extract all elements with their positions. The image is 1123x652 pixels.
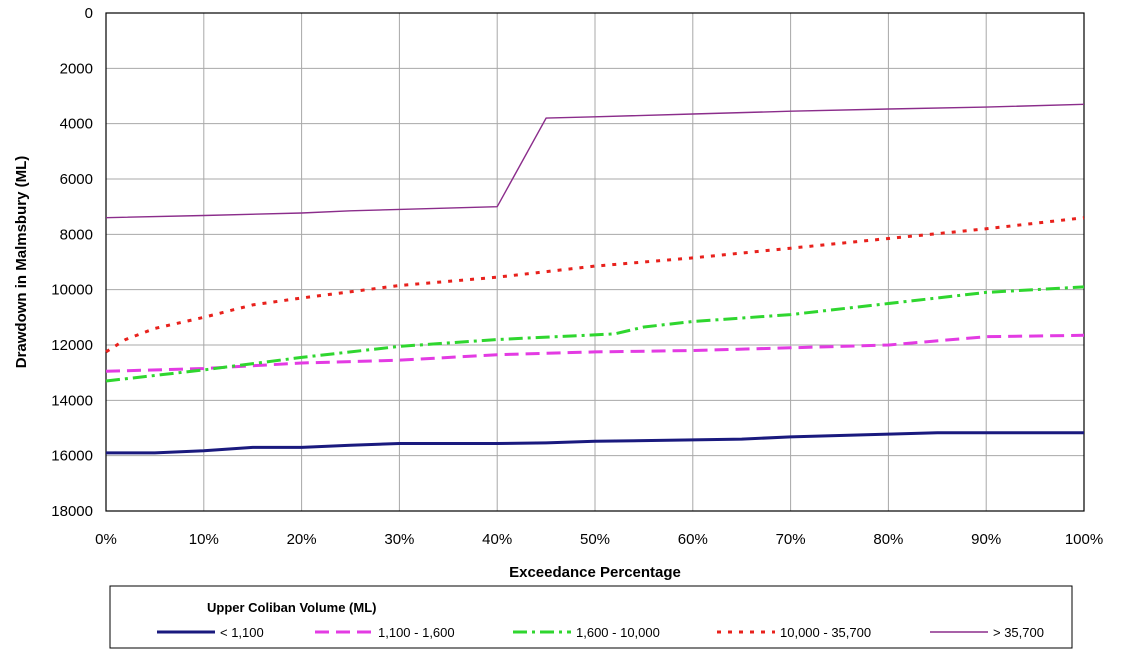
legend-items: < 1,100 1,100 - 1,600 1,600 - 10,000 10,000… — [157, 625, 1044, 640]
x-tick-label: 90% — [971, 531, 1001, 548]
series-line-1 — [106, 431, 1084, 455]
y-axis-tick-labels: 0 2000 4000 6000 8000 10000 12000 14000 16000 180… — [51, 5, 93, 520]
x-tick-label: 0% — [95, 531, 117, 548]
legend-label-5: > 35,700 — [993, 625, 1044, 640]
y-tick-label: 18000 — [51, 503, 93, 520]
plot-area-frame — [105, 12, 1085, 512]
legend-box — [109, 585, 1073, 649]
x-tick-label: 60% — [678, 531, 708, 548]
grid-lines — [105, 12, 1085, 512]
x-tick-label: 20% — [287, 531, 317, 548]
x-tick-label: 50% — [580, 531, 610, 548]
legend-title: Upper Coliban Volume (ML) — [207, 600, 376, 615]
x-tick-label: 30% — [384, 531, 414, 548]
series-line-5 — [105, 103, 1085, 219]
series-line-3 — [105, 285, 1085, 383]
y-tick-label: 14000 — [51, 392, 93, 409]
legend-label-2: 1,100 - 1,600 — [378, 625, 455, 640]
y-tick-label: 16000 — [51, 448, 93, 465]
x-tick-label: 40% — [482, 531, 512, 548]
x-tick-label: 80% — [873, 531, 903, 548]
legend-label-4: 10,000 - 35,700 — [780, 625, 871, 640]
x-tick-label: 10% — [189, 531, 219, 548]
legend-label-3: 1,600 - 10,000 — [576, 625, 660, 640]
x-axis-title: Exceedance Percentage — [509, 564, 681, 581]
y-tick-label: 4000 — [60, 116, 93, 133]
x-axis-tick-labels: 0% 10% 20% 30% 40% 50% 60% 70% 80% 90% 100% — [95, 531, 1103, 548]
y-tick-label: 6000 — [60, 171, 93, 188]
legend-label-1: < 1,100 — [220, 625, 264, 640]
y-tick-label: 8000 — [60, 226, 93, 243]
series-line-4 — [105, 216, 1085, 354]
y-tick-label: 0 — [85, 5, 93, 22]
y-axis-title: Drawdown in Malmsbury (ML) — [13, 156, 30, 369]
x-tick-label: 100% — [1065, 531, 1103, 548]
series-lines — [105, 103, 1085, 455]
x-tick-label: 70% — [776, 531, 806, 548]
series-line-2 — [105, 333, 1085, 373]
legend: Upper Coliban Volume (ML) < 1,100 1,100 -… — [109, 585, 1073, 649]
y-tick-label: 12000 — [51, 337, 93, 354]
y-tick-label: 2000 — [60, 60, 93, 77]
y-tick-label: 10000 — [51, 282, 93, 299]
